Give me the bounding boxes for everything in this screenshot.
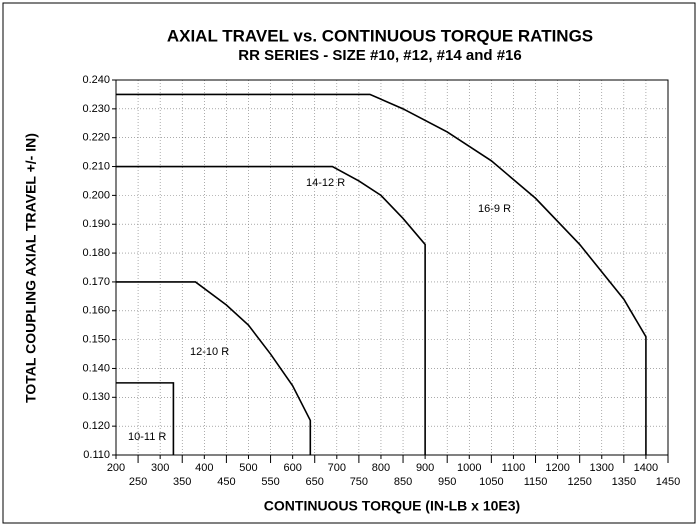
x-tick-label: 850 [394, 476, 412, 488]
series-label: 12-10 R [190, 346, 229, 358]
x-axis-label: CONTINUOUS TORQUE (IN-LB x 10E3) [264, 498, 520, 514]
chart-subtitle: RR SERIES - SIZE #10, #12, #14 and #16 [238, 47, 521, 64]
y-tick-label: 0.120 [82, 420, 110, 432]
y-tick-label: 0.110 [83, 449, 110, 461]
x-tick-label: 1300 [590, 462, 614, 474]
plot-border [115, 79, 669, 456]
x-tick-label: 750 [350, 476, 368, 488]
series-label: 14-12 R [306, 177, 345, 189]
x-tick-label: 1050 [479, 476, 503, 488]
x-tick-label: 1450 [656, 476, 680, 488]
series-label: 16-9 R [478, 203, 511, 215]
x-tick-label: 1150 [524, 476, 548, 488]
x-tick-label: 950 [438, 476, 456, 488]
x-tick-label: 400 [195, 462, 213, 474]
y-tick-label: 0.240 [82, 74, 110, 86]
x-tick-label: 1100 [502, 462, 526, 474]
x-tick-label: 350 [173, 476, 191, 488]
y-tick-label: 0.220 [82, 132, 110, 144]
x-tick-label: 1200 [545, 462, 569, 474]
series-line [116, 281, 312, 455]
y-tick-label: 0.140 [82, 362, 110, 374]
y-axis-label: TOTAL COUPLING AXIAL TRAVEL +/- IN) [23, 133, 39, 403]
y-tick-label: 0.200 [82, 189, 110, 201]
x-tick-label: 500 [239, 462, 257, 474]
x-tick-label: 450 [217, 476, 235, 488]
x-tick-label: 200 [107, 462, 125, 474]
y-tick-label: 0.210 [82, 160, 110, 172]
y-tick-label: 0.180 [82, 247, 110, 259]
series-label: 10-11 R [128, 431, 166, 443]
x-tick-label: 700 [328, 462, 346, 474]
y-tick-label: 0.170 [82, 276, 110, 288]
y-tick-label: 0.230 [82, 103, 110, 115]
series-line [116, 165, 426, 455]
x-tick-label: 1350 [612, 476, 636, 488]
x-tick-label: 1250 [567, 476, 591, 488]
x-tick-label: 600 [283, 462, 301, 474]
chart-title: AXIAL TRAVEL vs. CONTINUOUS TORQUE RATIN… [167, 26, 593, 45]
series-line [116, 93, 647, 455]
x-tick-label: 300 [151, 462, 169, 474]
y-tick-label: 0.160 [82, 305, 110, 317]
y-tick-label: 0.130 [82, 391, 110, 403]
y-tick-label: 0.150 [82, 334, 110, 346]
x-tick-label: 650 [306, 476, 324, 488]
series-line [116, 382, 175, 455]
x-tick-label: 250 [129, 476, 147, 488]
y-tick-label: 0.190 [82, 218, 110, 230]
x-tick-label: 1000 [457, 462, 481, 474]
x-tick-label: 1400 [634, 462, 658, 474]
x-tick-label: 800 [372, 462, 390, 474]
x-tick-label: 900 [416, 462, 434, 474]
x-tick-label: 550 [261, 476, 279, 488]
